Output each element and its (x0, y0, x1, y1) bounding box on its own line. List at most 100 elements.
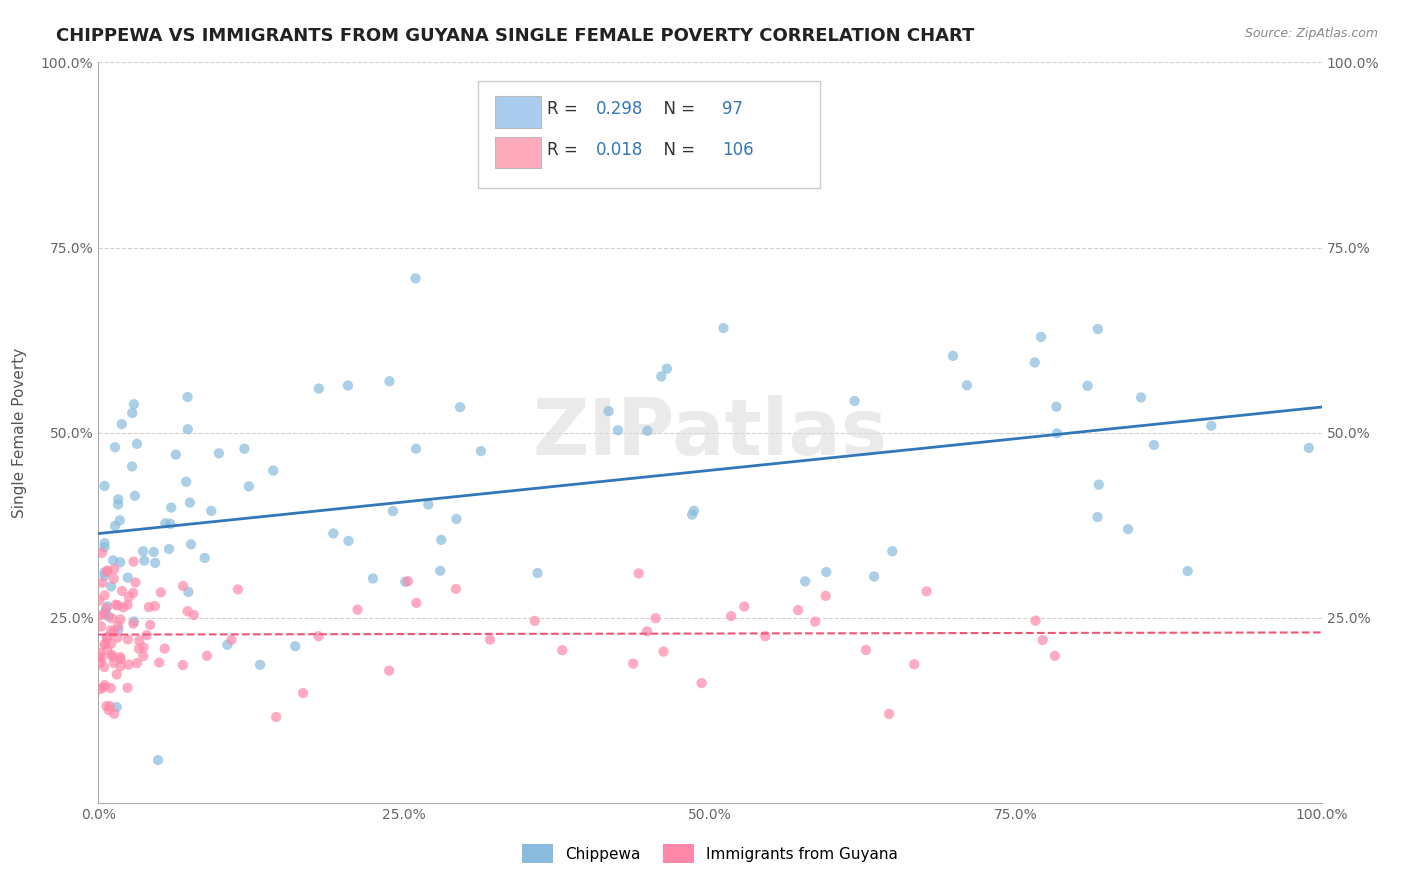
Point (1032, 632, 1054, 647)
Point (149, 585, 172, 599)
Point (1116, 522, 1139, 536)
Point (308, 382, 330, 396)
Point (1201, 418, 1223, 433)
Point (111, 417, 134, 431)
Point (132, 544, 155, 558)
Point (429, 564, 451, 578)
Point (100, 681, 122, 695)
Point (681, 508, 703, 522)
Point (96, 699, 118, 714)
Point (143, 599, 166, 614)
Point (238, 479, 260, 493)
Point (110, 650, 132, 665)
Point (93, 569, 115, 583)
Point (877, 706, 900, 721)
Point (107, 623, 129, 637)
Point (89, 656, 111, 670)
Point (125, 656, 148, 670)
Point (180, 537, 202, 551)
Point (814, 589, 837, 603)
Text: ZIPatlas: ZIPatlas (533, 394, 887, 471)
Point (226, 582, 249, 597)
Point (153, 641, 176, 656)
Point (956, 378, 979, 392)
Point (1045, 400, 1067, 414)
Point (337, 533, 360, 548)
Point (382, 504, 405, 518)
Point (103, 706, 125, 721)
Point (1024, 355, 1046, 369)
Point (1087, 477, 1109, 491)
Point (794, 574, 817, 589)
Point (105, 667, 128, 681)
Point (1143, 438, 1166, 452)
Point (526, 566, 548, 580)
Point (446, 512, 468, 526)
Point (108, 513, 131, 527)
Point (292, 686, 315, 700)
Point (607, 423, 630, 437)
Text: N =: N = (652, 100, 700, 118)
Point (104, 440, 127, 454)
Point (1298, 441, 1320, 455)
Point (176, 390, 198, 404)
Text: CHIPPEWA VS IMMIGRANTS FROM GUYANA SINGLE FEMALE POVERTY CORRELATION CHART: CHIPPEWA VS IMMIGRANTS FROM GUYANA SINGL… (56, 27, 974, 45)
Point (903, 657, 925, 672)
Point (100, 579, 122, 593)
Point (90, 619, 112, 633)
Point (621, 657, 644, 671)
Point (97, 609, 120, 624)
Point (87, 593, 110, 607)
Point (655, 361, 678, 376)
Point (1046, 426, 1069, 441)
Point (122, 586, 145, 600)
Point (94, 601, 117, 615)
Point (183, 608, 205, 623)
Point (336, 378, 359, 392)
Point (100, 648, 122, 662)
Point (94, 607, 117, 622)
Point (110, 612, 132, 626)
Point (177, 585, 200, 599)
Point (96, 643, 118, 657)
Point (118, 657, 141, 672)
Point (346, 603, 368, 617)
Point (107, 492, 129, 507)
Point (122, 555, 145, 569)
Point (636, 624, 658, 639)
Point (430, 533, 453, 547)
Point (444, 582, 467, 596)
Point (221, 632, 243, 647)
Point (124, 489, 146, 503)
Point (644, 611, 666, 625)
Point (96, 630, 118, 644)
Point (479, 632, 502, 647)
Point (134, 554, 156, 568)
Point (94, 678, 117, 692)
Text: N =: N = (652, 141, 700, 159)
Point (122, 397, 145, 411)
Point (96, 565, 118, 579)
Point (720, 609, 742, 624)
Point (104, 519, 127, 533)
Point (132, 640, 155, 655)
Point (89, 646, 111, 660)
Point (112, 600, 135, 615)
Point (308, 629, 330, 643)
Point (157, 541, 180, 556)
Text: 97: 97 (723, 100, 744, 118)
Point (135, 628, 157, 642)
Text: 106: 106 (723, 141, 754, 159)
Point (143, 556, 166, 570)
Point (754, 629, 776, 643)
Point (148, 656, 170, 670)
Point (93, 660, 115, 674)
Point (117, 632, 139, 647)
Point (396, 574, 419, 589)
Point (100, 624, 122, 638)
Point (405, 442, 427, 456)
Point (105, 700, 128, 714)
Point (128, 641, 150, 656)
Point (815, 565, 838, 579)
Point (378, 664, 401, 678)
